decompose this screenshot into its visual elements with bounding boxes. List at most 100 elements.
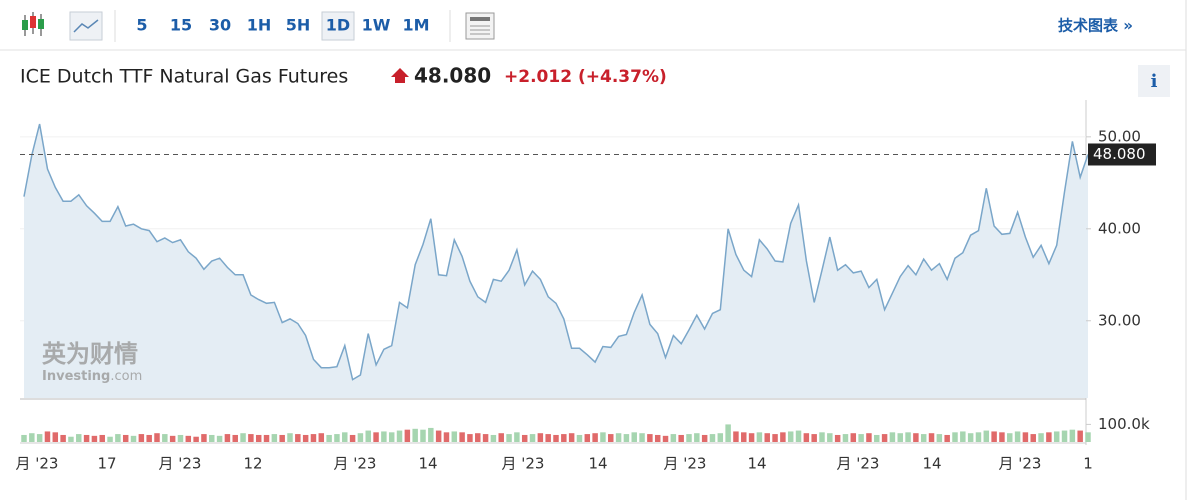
volume-bar bbox=[459, 432, 465, 442]
volume-bar bbox=[36, 434, 43, 442]
interval-button[interactable]: 15 bbox=[170, 16, 192, 35]
volume-bar bbox=[365, 430, 371, 442]
volume-bar bbox=[1038, 433, 1044, 442]
volume-bar bbox=[639, 433, 645, 442]
volume-bar bbox=[302, 434, 309, 442]
volume-bar bbox=[999, 432, 1005, 442]
volume-bar bbox=[811, 434, 817, 442]
volume-bar bbox=[295, 434, 301, 442]
volume-bar bbox=[975, 432, 982, 442]
interval-button[interactable]: 5 bbox=[136, 16, 147, 35]
layout-icon[interactable] bbox=[465, 12, 495, 40]
volume-bar bbox=[874, 434, 880, 442]
volume-bar bbox=[482, 434, 489, 442]
interval-button[interactable]: 30 bbox=[209, 16, 231, 35]
volume-bar bbox=[44, 431, 51, 442]
change-pct: (+4.37%) bbox=[578, 67, 667, 87]
volume-bar bbox=[772, 434, 778, 442]
price: 48.080 bbox=[414, 64, 491, 88]
up-arrow bbox=[391, 68, 409, 83]
volume-bar bbox=[913, 433, 919, 442]
volume-bar bbox=[717, 433, 724, 442]
volume-bar bbox=[490, 434, 497, 442]
volume-bar bbox=[357, 433, 364, 442]
y-tick-label: 50.00 bbox=[1098, 127, 1141, 145]
volume-bar bbox=[787, 431, 794, 442]
volume-bar bbox=[91, 435, 98, 442]
x-tick-label: 14 bbox=[588, 455, 607, 473]
volume-bar bbox=[83, 434, 90, 442]
volume-bar bbox=[905, 432, 911, 442]
volume-bar bbox=[115, 434, 121, 442]
interval-button[interactable]: 1H bbox=[247, 16, 272, 35]
volume-bar bbox=[521, 434, 528, 442]
volume-bar bbox=[169, 435, 176, 442]
volume-bar bbox=[1022, 432, 1029, 442]
volume-bar bbox=[584, 434, 591, 442]
volume-bar bbox=[1069, 429, 1076, 442]
volume-bar bbox=[263, 434, 270, 442]
volume-bar bbox=[68, 436, 74, 442]
volume-bar bbox=[381, 431, 387, 442]
x-tick-label: 17 bbox=[97, 455, 116, 473]
volume-bar bbox=[342, 432, 348, 442]
volume-bar bbox=[709, 434, 716, 442]
volume-bar bbox=[952, 432, 958, 442]
volume-bar bbox=[553, 434, 559, 442]
interval-button[interactable]: 1W bbox=[362, 16, 391, 35]
volume-bar bbox=[694, 433, 700, 442]
volume-bar bbox=[568, 433, 575, 442]
x-tick-label: 月 '23 bbox=[664, 455, 707, 473]
volume-bar bbox=[475, 433, 481, 442]
volume-bar bbox=[201, 434, 207, 442]
x-tick-label: 月 '23 bbox=[502, 455, 545, 473]
volume-bar bbox=[209, 434, 215, 442]
volume-bar bbox=[326, 434, 332, 442]
volume-bar bbox=[615, 433, 622, 442]
interval-button[interactable]: 1D bbox=[326, 16, 350, 35]
x-tick-label: 月 '23 bbox=[159, 455, 202, 473]
change: +2.012 bbox=[504, 67, 572, 87]
volume-bar bbox=[741, 432, 747, 442]
volume-bar bbox=[834, 434, 841, 442]
volume-bar bbox=[216, 435, 223, 442]
volume-bar bbox=[514, 432, 520, 442]
volume-bar bbox=[1077, 430, 1083, 442]
volume-bar bbox=[52, 432, 59, 442]
volume-bar bbox=[662, 435, 669, 442]
volume-tick-label: 100.0k bbox=[1098, 415, 1150, 433]
line-icon[interactable] bbox=[69, 11, 103, 41]
volume-bar bbox=[349, 434, 356, 442]
volume-bar bbox=[576, 434, 583, 442]
volume-bar bbox=[240, 433, 246, 442]
volume-bar bbox=[232, 434, 238, 442]
tech-chart-link[interactable]: 技术图表 » bbox=[1058, 17, 1133, 35]
interval-button[interactable]: 1M bbox=[402, 16, 429, 35]
candle-icon[interactable] bbox=[22, 12, 44, 36]
volume-bar bbox=[412, 428, 418, 442]
volume-bar bbox=[733, 431, 739, 442]
volume-bar bbox=[795, 430, 802, 442]
volume-bar bbox=[608, 434, 614, 442]
info-label[interactable]: i bbox=[1151, 71, 1158, 92]
volume-bar bbox=[388, 432, 395, 442]
volume-bar bbox=[224, 434, 231, 442]
volume-bar bbox=[686, 434, 692, 442]
interval-button[interactable]: 5H bbox=[286, 16, 311, 35]
volume-bar bbox=[138, 434, 145, 442]
x-tick-label: 14 bbox=[418, 455, 437, 473]
volume-bar bbox=[1061, 430, 1068, 442]
volume-bar bbox=[960, 431, 966, 442]
y-tick-label: 30.00 bbox=[1098, 311, 1141, 329]
volume-bar bbox=[1046, 432, 1052, 442]
info-button[interactable] bbox=[1138, 65, 1170, 97]
volume-bar bbox=[967, 433, 974, 442]
volume-bar bbox=[725, 424, 731, 442]
volume-bar bbox=[107, 436, 113, 442]
volume-bar bbox=[780, 432, 786, 442]
volume-bar bbox=[678, 434, 684, 442]
volume-bar bbox=[428, 427, 434, 442]
volume-bar bbox=[271, 434, 278, 442]
volume-bar bbox=[287, 433, 293, 442]
